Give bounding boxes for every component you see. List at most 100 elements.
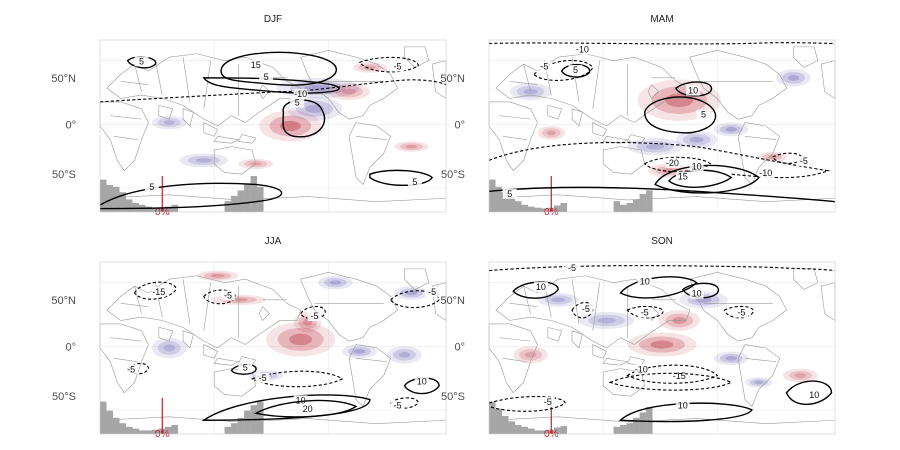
inset-bar (119, 423, 126, 434)
contour-label: 5 (139, 56, 144, 66)
contour-label-bg (637, 276, 652, 287)
inset-bar (171, 425, 178, 434)
negative-contour-line (301, 306, 326, 318)
inset-bar (126, 426, 133, 434)
contour-group (676, 82, 712, 96)
latitude-label: 0° (454, 119, 465, 131)
negative-contour-line (724, 306, 753, 317)
inset-bar (489, 179, 496, 212)
positive-anomaly-area (405, 144, 418, 149)
contour-label: -5 (568, 263, 576, 273)
inset-bar (515, 201, 522, 212)
negative-contour-line (489, 266, 835, 271)
negative-contour-line (645, 157, 711, 171)
coastline (821, 61, 835, 99)
positive-contour-line (489, 187, 835, 201)
negative-anomaly-area (405, 290, 418, 296)
positive-anomaly-area (358, 64, 382, 71)
coastline (159, 105, 194, 126)
inset-bar (626, 423, 634, 434)
negative-anomaly-area (588, 314, 626, 327)
negative-anomaly-area (509, 83, 552, 101)
contour-label: 5 (295, 98, 300, 108)
contour-label: -10 (635, 364, 648, 374)
negative-anomaly-area (719, 353, 743, 363)
country-border (524, 286, 531, 314)
contour-group (627, 306, 663, 317)
contour-group (645, 97, 716, 133)
country-border (510, 81, 538, 84)
inset-bar (113, 417, 120, 434)
inset-bar (489, 401, 496, 434)
country-border (503, 358, 527, 361)
country-border (503, 136, 527, 139)
negative-anomaly-area (516, 85, 545, 98)
latitude-label: 0° (454, 341, 465, 353)
contour-label-bg (248, 59, 263, 70)
zero-percent-label: 0% (544, 429, 559, 440)
positive-contour-line (370, 170, 432, 185)
country-border (121, 81, 149, 84)
latitude-label: 0° (65, 341, 76, 353)
contour-group (256, 400, 356, 416)
map-panel-mam: 0% -10 -5 5 10 5 -20 -10 15 10 -5 5 MAM 50°N 0° 50°S (440, 14, 835, 218)
contour-group (655, 165, 759, 193)
contour-label-bg (807, 390, 822, 401)
positive-anomaly-area (627, 332, 697, 357)
negative-anomaly-area (195, 158, 212, 163)
inset-bar (521, 204, 528, 212)
coastline (489, 417, 835, 424)
country-border (499, 338, 530, 341)
contour-label-bg (796, 156, 811, 167)
inset-bar (119, 192, 126, 212)
positive-anomaly-area (763, 153, 782, 161)
inset-bar (639, 412, 647, 434)
inset-bar (502, 416, 509, 434)
contour-group (489, 187, 835, 201)
inset-bar (508, 197, 515, 212)
inset-bar (626, 203, 634, 212)
coastline (738, 345, 780, 407)
negative-anomaly-area (776, 69, 811, 87)
country-border (593, 61, 600, 109)
contour-label-bg (675, 400, 690, 411)
positive-anomaly-area (342, 88, 357, 95)
country-border (110, 116, 141, 119)
contour-label: -5 (540, 62, 548, 72)
negative-anomaly-area (523, 88, 538, 95)
contour-label-bg (686, 85, 701, 96)
latitude-label: 50°S (441, 391, 465, 403)
contour-label: -5 (428, 287, 436, 297)
coastlines (489, 47, 835, 202)
inset-bar (224, 426, 232, 434)
inset-bar (515, 425, 522, 434)
contour-label-bg (537, 61, 552, 72)
country-border (510, 303, 538, 306)
negative-anomaly-area (151, 115, 187, 130)
contour-group (252, 371, 342, 386)
contour-label: -10 (576, 44, 589, 54)
contour-label: -20 (666, 158, 679, 168)
inset-bar (237, 190, 245, 212)
contour-label-bg (293, 89, 308, 100)
negative-anomaly-area (725, 356, 737, 361)
contour-label-bg (259, 71, 274, 82)
inset-bar (495, 186, 502, 212)
contour-group (489, 397, 565, 412)
contour-group (489, 266, 835, 271)
negative-anomaly-area (781, 72, 806, 84)
contour-label: 10 (809, 390, 819, 400)
positive-anomaly-area (210, 274, 225, 278)
contour-label-bg (758, 168, 773, 179)
inset-bar (534, 207, 541, 212)
coastlines (489, 269, 835, 424)
latitude-label: 50°N (51, 295, 76, 307)
country-border (110, 338, 141, 341)
negative-anomaly-area (387, 346, 422, 364)
negative-contour-line (391, 291, 439, 308)
inset-bar (106, 410, 113, 434)
contour-label-bg (734, 307, 749, 318)
inset-bar (257, 401, 264, 434)
coastlines (100, 269, 446, 424)
